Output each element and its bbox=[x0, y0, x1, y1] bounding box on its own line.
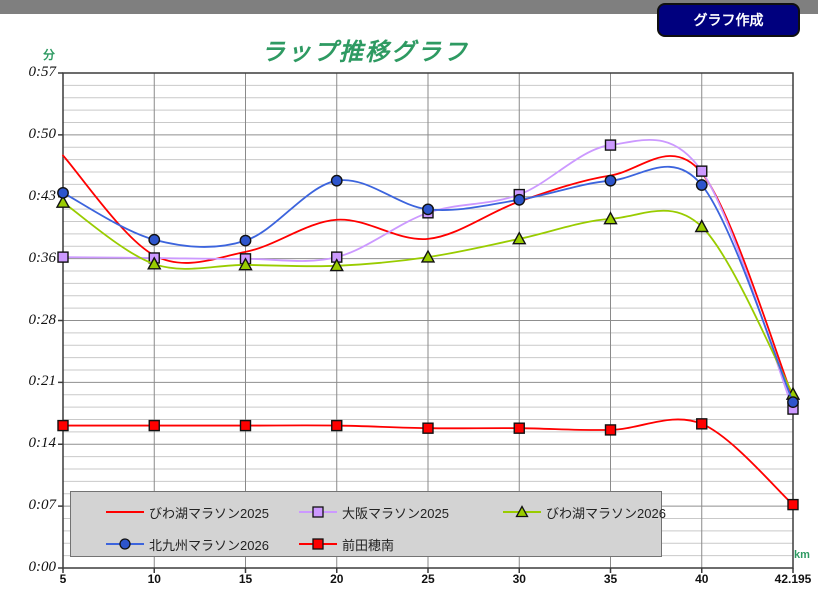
x-tick-label: 5 bbox=[59, 572, 67, 586]
legend-item: 前田穂南 bbox=[299, 534, 394, 554]
y-tick-label: 0:14 bbox=[28, 435, 57, 452]
y-tick-label: 0:36 bbox=[28, 249, 57, 266]
legend-item: 北九州マラソン2026 bbox=[106, 534, 269, 554]
y-tick-label: 0:21 bbox=[28, 373, 57, 390]
x-tick-label: 25 bbox=[421, 572, 435, 586]
legend-item: びわ湖マラソン2026 bbox=[503, 502, 666, 522]
x-tick-label: 35 bbox=[603, 572, 618, 586]
y-tick-label: 0:50 bbox=[28, 125, 57, 142]
x-tick-label: 15 bbox=[238, 572, 253, 586]
legend-item: びわ湖マラソン2025 bbox=[106, 502, 269, 522]
line-legend-marker-icon bbox=[106, 511, 144, 513]
create-graph-button[interactable]: グラフ作成 bbox=[657, 3, 800, 37]
y-axis-unit-label: 分 bbox=[43, 48, 56, 62]
legend-item-label: 前田穂南 bbox=[342, 537, 395, 553]
triangle-legend-marker-icon bbox=[503, 505, 541, 518]
circle-legend-marker-icon bbox=[106, 538, 144, 550]
x-tick-label: 20 bbox=[330, 572, 344, 586]
y-tick-label: 0:07 bbox=[28, 497, 57, 514]
y-tick-label: 0:57 bbox=[28, 64, 57, 80]
x-axis-unit-label: km bbox=[794, 549, 810, 561]
legend-item-label: びわ湖マラソン2026 bbox=[546, 505, 666, 521]
y-tick-label: 0:43 bbox=[28, 187, 57, 204]
x-tick-label: 10 bbox=[147, 572, 161, 586]
legend-item-label: 大阪マラソン2025 bbox=[342, 505, 449, 521]
legend-item: 大阪マラソン2025 bbox=[299, 502, 449, 522]
top-bar bbox=[0, 0, 818, 14]
page-title: ラップ推移グラフ bbox=[261, 40, 469, 66]
y-tick-label: 0:00 bbox=[28, 559, 57, 575]
square-legend-marker-icon bbox=[299, 538, 337, 550]
legend-item-label: びわ湖マラソン2025 bbox=[149, 505, 269, 521]
y-tick-label: 0:28 bbox=[28, 311, 57, 328]
x-tick-label: 30 bbox=[512, 572, 526, 586]
legend: びわ湖マラソン2025 大阪マラソン2025 びわ湖マラソン2026 北九州マラソン2… bbox=[70, 491, 666, 557]
legend-item-label: 北九州マラソン2026 bbox=[149, 537, 269, 553]
x-tick-label: 40 bbox=[695, 572, 709, 586]
square-legend-marker-icon bbox=[299, 506, 337, 518]
x-tick-label: 42.195 bbox=[774, 572, 812, 586]
